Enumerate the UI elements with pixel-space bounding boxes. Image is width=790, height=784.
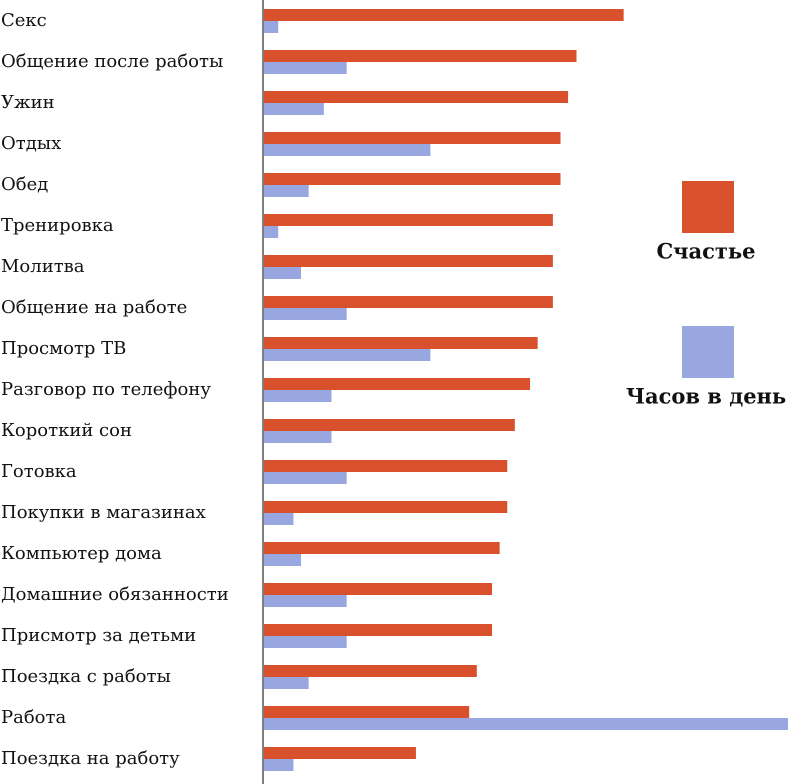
bar [264, 677, 309, 689]
category-label: Общение после работы [1, 51, 223, 72]
bar [264, 501, 508, 513]
bar [264, 21, 279, 33]
bar [264, 513, 294, 525]
bar [264, 144, 431, 156]
category-label: Тренировка [1, 215, 114, 236]
legend-label: Часов в день [626, 384, 786, 409]
bar [264, 91, 569, 103]
bar [264, 50, 577, 62]
bar [264, 226, 279, 238]
category-label: Обед [1, 174, 48, 195]
category-label: Общение на работе [1, 297, 187, 318]
category-label: Отдых [1, 133, 61, 154]
bar [264, 460, 508, 472]
category-label: Присмотр за детьми [1, 625, 196, 646]
bar [264, 173, 561, 185]
bar [264, 255, 553, 267]
bar [264, 62, 347, 74]
category-label: Поездка с работы [1, 666, 171, 687]
bar [264, 337, 538, 349]
category-label: Готовка [1, 461, 77, 482]
category-label: Молитва [1, 256, 85, 277]
bar [264, 759, 294, 771]
category-label: Короткий сон [1, 420, 132, 441]
bar [264, 378, 531, 390]
category-label: Работа [1, 707, 66, 728]
category-label: Компьютер дома [1, 543, 162, 564]
bar [264, 267, 302, 279]
legend-swatch [682, 326, 734, 378]
bar [264, 595, 347, 607]
bar [264, 431, 332, 443]
bar [264, 636, 347, 648]
bar [264, 747, 416, 759]
bar [264, 583, 493, 595]
legend-swatch [682, 181, 734, 233]
bar [264, 542, 500, 554]
legend-label: Счастье [656, 239, 755, 264]
bar [264, 132, 561, 144]
category-label: Секс [1, 10, 47, 31]
bar [264, 214, 553, 226]
category-label: Просмотр ТВ [1, 338, 126, 359]
bar [264, 185, 309, 197]
bar [264, 472, 347, 484]
bar [264, 624, 493, 636]
bar [264, 390, 332, 402]
bar [264, 9, 624, 21]
category-label: Ужин [1, 92, 55, 113]
bar [264, 706, 470, 718]
bar [264, 665, 477, 677]
bar [264, 296, 553, 308]
bar [264, 718, 788, 730]
bar [264, 419, 515, 431]
bar [264, 103, 324, 115]
bar [264, 554, 302, 566]
category-label: Домашние обязанности [1, 584, 229, 605]
bar [264, 308, 347, 320]
bar [264, 349, 431, 361]
category-label: Покупки в магазинах [1, 502, 206, 523]
category-label: Поездка на работу [1, 748, 180, 769]
category-label: Разговор по телефону [1, 379, 211, 400]
